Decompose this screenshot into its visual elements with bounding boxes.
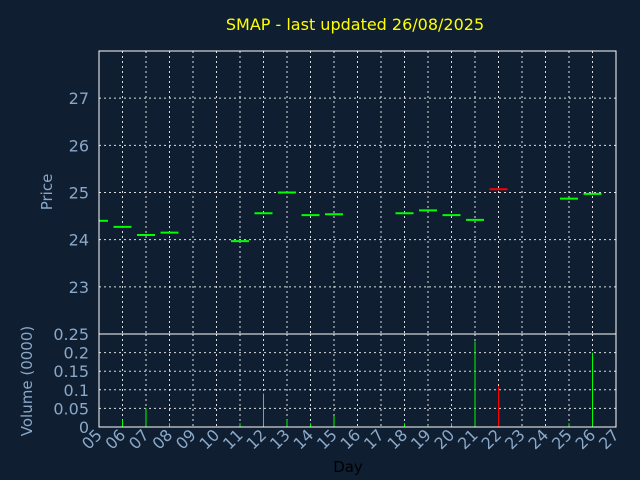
- volume-axis-label: Volume (0000): [18, 326, 36, 436]
- volume-tick-label: 0.05: [53, 399, 89, 418]
- volume-marks: [122, 341, 593, 427]
- volume-panel-frame: [98, 333, 617, 428]
- price-grid: [99, 51, 616, 334]
- volume-grid: [99, 334, 616, 427]
- price-y-ticks: 23 24 25 26 27: [69, 89, 89, 297]
- price-tick-label: 24: [69, 231, 89, 250]
- price-tick-label: 26: [69, 136, 89, 155]
- volume-tick-label: 0.1: [64, 381, 89, 400]
- price-axis-label: Price: [38, 174, 56, 211]
- volume-tick-label: 0.2: [64, 344, 89, 363]
- price-marks: [99, 188, 602, 243]
- price-tick-label: 25: [69, 184, 89, 203]
- volume-tick-label: 0: [79, 418, 89, 437]
- volume-y-ticks: 00.050.10.150.20.25: [53, 325, 89, 437]
- price-tick-label: 27: [69, 89, 89, 108]
- volume-tick-label: 0.25: [53, 325, 89, 344]
- x-ticks: 0506070809101112131415161718192021222324…: [78, 425, 623, 453]
- chart-title: SMAP - last updated 26/08/2025: [226, 15, 484, 34]
- x-axis-label: Day: [333, 458, 363, 476]
- x-tick-label: 27: [595, 425, 623, 453]
- price-tick-label: 23: [69, 278, 89, 297]
- volume-tick-label: 0.15: [53, 362, 89, 381]
